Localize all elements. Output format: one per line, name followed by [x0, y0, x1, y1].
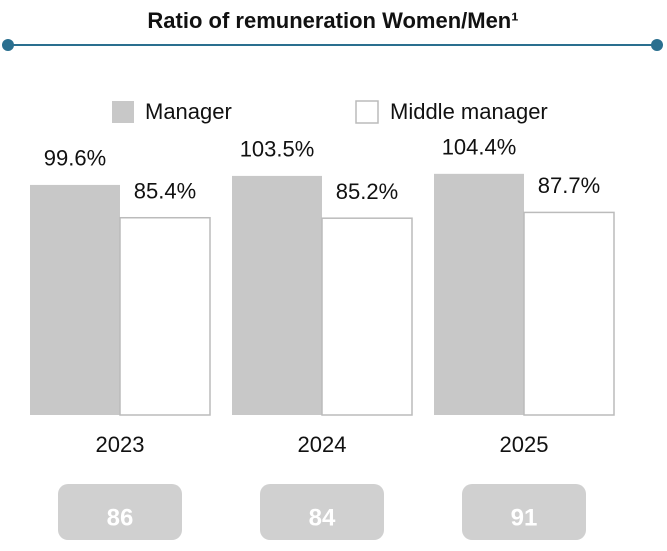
bar — [30, 184, 120, 415]
x-tick-label: 2023 — [96, 432, 145, 457]
legend-label: Manager — [145, 99, 232, 124]
index-value: 91 — [511, 504, 538, 531]
index-badge — [260, 484, 384, 540]
value-label: 103.5% — [240, 137, 315, 162]
rule-dot — [651, 39, 663, 51]
value-label: 87.7% — [538, 173, 600, 198]
index-badge — [462, 484, 586, 540]
x-tick-label: 2025 — [500, 432, 549, 457]
rule-dot — [2, 39, 14, 51]
index-value: 86 — [107, 504, 134, 531]
bar — [434, 173, 524, 415]
value-label: 85.4% — [134, 179, 196, 204]
index-value: 84 — [309, 504, 336, 531]
chart-title: Ratio of remuneration Women/Men¹ — [147, 8, 518, 33]
legend-swatch — [112, 101, 134, 123]
index-badge — [58, 484, 182, 540]
x-tick-label: 2024 — [298, 432, 347, 457]
legend-label: Middle manager — [390, 99, 548, 124]
bar — [119, 216, 211, 416]
bar — [232, 175, 322, 415]
value-label: 99.6% — [44, 146, 106, 171]
value-label: 104.4% — [442, 135, 517, 160]
legend-swatch — [355, 100, 379, 124]
bar — [523, 211, 615, 416]
value-label: 85.2% — [336, 179, 398, 204]
bar — [321, 217, 413, 416]
